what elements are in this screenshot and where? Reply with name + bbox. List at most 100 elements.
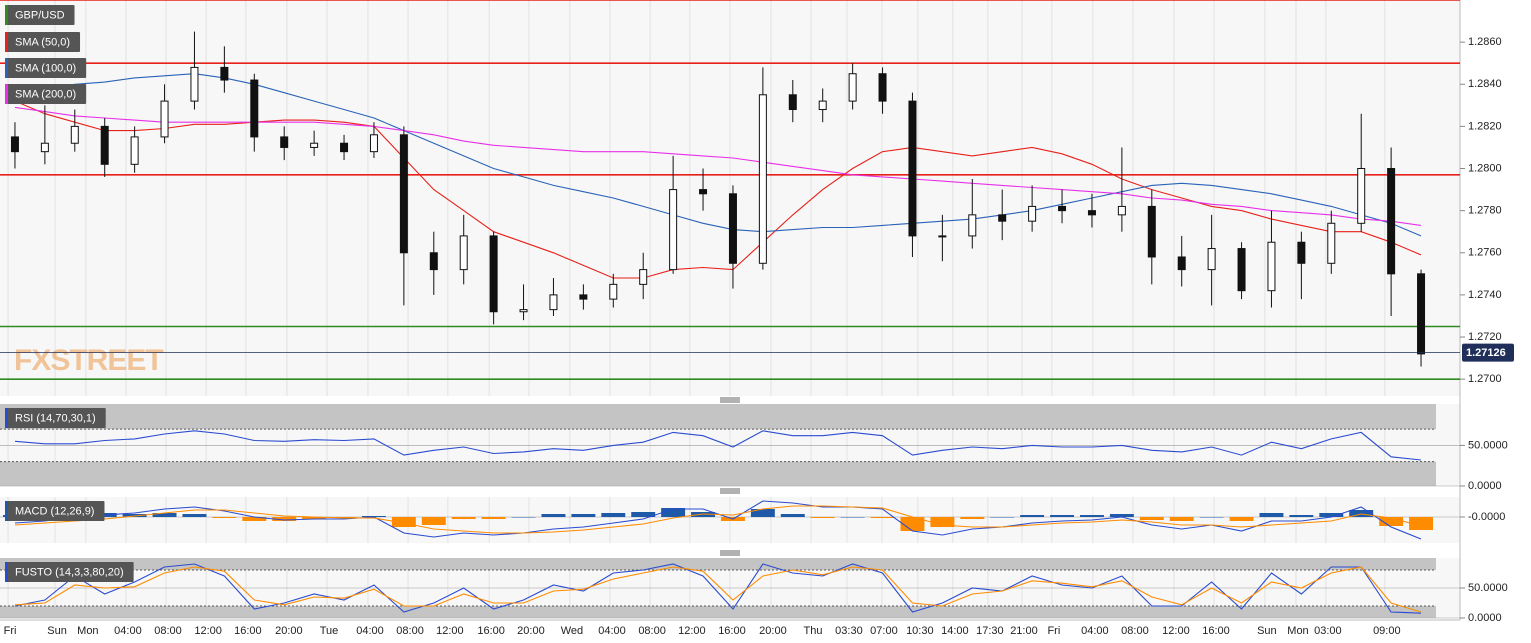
histogram-bar [302,517,327,519]
x-tick-label: Sun [1257,625,1277,637]
x-tick-label: 16:00 [477,625,505,637]
x-tick-label: 16:00 [234,625,262,637]
histogram-bar [1259,513,1284,517]
candle-body [669,189,678,271]
candle-body [878,73,887,102]
histogram-bar [391,517,416,527]
x-tick-label: 12:00 [436,625,464,637]
legend-box [5,84,87,104]
x-tick-label: 03:00 [1314,625,1342,637]
histogram-bar [451,517,476,519]
legend-swatch [5,501,8,521]
candle-body [1028,205,1037,222]
histogram-bar [182,514,207,517]
y-tick-label: 0.0000 [1468,480,1502,492]
x-tick-label: 12:00 [194,625,222,637]
histogram-bar [631,512,656,517]
legend-label: SMA (50,0) [15,36,70,48]
x-tick-label: 04:00 [1081,625,1109,637]
legend-swatch [5,32,8,52]
candle-body [1087,210,1096,216]
x-tick-label: 08:00 [154,625,182,637]
x-tick-label: Tue [320,625,339,637]
band-shade [0,404,1436,430]
y-tick-label: 1.2780 [1468,205,1502,217]
x-tick-label: Fri [4,625,17,637]
series-line [14,106,1422,226]
candle-body [728,193,737,264]
histogram-bar [750,509,775,517]
x-tick-label: Wed [561,625,583,637]
histogram-bar [1079,515,1104,517]
candle-body [489,235,498,313]
candle-body [908,100,917,237]
candle-body [998,214,1007,222]
candle-body [609,283,618,300]
series-line [14,505,1422,534]
legend-entry: SMA (200,0) [5,84,87,104]
histogram-bar [780,514,805,517]
x-tick-label: 12:00 [1162,625,1190,637]
histogram-bar [1050,515,1075,517]
band-shade [0,558,1436,570]
histogram-bar [1409,517,1434,530]
x-tick-label: 20:00 [759,625,787,637]
panel-handle[interactable] [720,550,740,556]
candle-body [369,134,378,153]
legend-box [5,58,87,78]
x-tick-label: 20:00 [517,625,545,637]
legend-box [5,562,134,582]
x-tick-label: 04:00 [598,625,626,637]
series-line [14,430,1422,461]
legend-swatch [5,58,8,78]
candle-body [1177,256,1186,271]
y-tick-label: 1.2820 [1468,120,1502,132]
histogram-bar [212,517,237,518]
legend-box [5,5,75,25]
legend-box [5,501,105,521]
legend-label: MACD (12,26,9) [15,505,94,517]
y-tick-label: 50.0000 [1468,582,1508,594]
candle-body [399,134,408,254]
histogram-bar [870,517,895,518]
panel-handle[interactable] [720,397,740,403]
panel-title: FUSTO (14,3,3,80,20) [5,562,134,582]
histogram-bar [421,517,446,525]
y-tick-label: 50.0000 [1468,439,1508,451]
legend-label: FUSTO (14,3,3,80,20) [15,566,124,578]
band-shade [0,606,1436,618]
y-tick-label: 1.2740 [1468,289,1502,301]
histogram-bar [272,517,297,521]
histogram-bar [481,517,506,519]
x-tick-label: 16:00 [1202,625,1230,637]
candle-body [40,142,49,153]
candle-body [818,100,827,111]
panel-handle[interactable] [720,488,740,494]
legend-entry: SMA (50,0) [5,32,81,52]
x-tick-label: 12:00 [678,625,706,637]
candle-body [1297,241,1306,264]
histogram-bar [960,517,985,519]
legend-label: GBP/USD [15,9,65,21]
candle-body [160,100,169,138]
last-price-label: 1.27126 [1466,347,1506,359]
candle-body [280,136,289,148]
candle-body [579,294,588,300]
x-tick-label: 04:00 [114,625,142,637]
x-tick-label: Mon [1287,625,1308,637]
candle-body [1417,273,1426,355]
histogram-bar [1020,515,1045,517]
y-tick-label: 1.2760 [1468,247,1502,259]
histogram-bar [242,517,267,521]
histogram-bar [900,517,925,531]
x-tick-label: 03:30 [835,625,863,637]
histogram-bar [1109,514,1134,517]
panel-title: MACD (12,26,9) [5,501,105,521]
candle-body [848,73,857,102]
x-tick-label: 08:00 [1121,625,1149,637]
legend-label: SMA (100,0) [15,62,76,74]
candle-body [10,136,19,153]
legend-label: RSI (14,70,30,1) [15,412,96,424]
